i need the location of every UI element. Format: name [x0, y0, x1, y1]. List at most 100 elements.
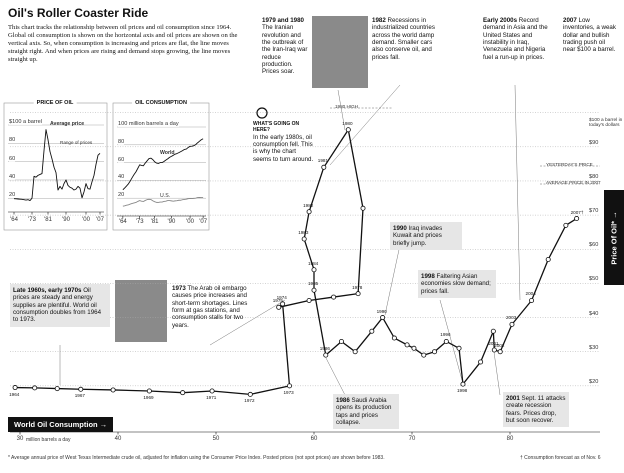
- annotation-heading: 2007: [563, 17, 577, 24]
- y-tick-label: 20: [118, 192, 125, 199]
- data-line: [122, 197, 204, 207]
- point-label: 1981: [317, 158, 329, 164]
- y-axis-tab: Price Of Oil* →: [604, 190, 624, 285]
- data-point: [280, 301, 286, 307]
- data-point: [54, 386, 60, 392]
- data-point: [456, 345, 462, 351]
- x-tick-label: '00: [82, 217, 90, 223]
- point-label: 1990: [376, 308, 387, 314]
- y-tick-label: $70: [589, 208, 599, 215]
- point-label: 1969: [143, 394, 154, 400]
- series-label: U.S.: [160, 193, 171, 199]
- data-point: [411, 345, 417, 351]
- point-label: 1986: [319, 346, 330, 352]
- annotation: Late 1960s, early 1970s Oil prices are s…: [10, 284, 110, 327]
- data-point: [404, 342, 410, 348]
- annotation-heading: 1986: [336, 397, 350, 404]
- point-label: 1982: [303, 202, 314, 208]
- leader-line: [384, 244, 401, 316]
- y-tick-label: 60: [9, 155, 16, 162]
- point-label: 1978: [352, 284, 363, 290]
- data-point: [545, 256, 551, 262]
- x-tick-label: '00: [186, 219, 194, 225]
- data-point: [360, 205, 366, 211]
- annotation-text: Iraq invades Kuwait and prices briefly j…: [393, 225, 443, 247]
- mini-title: PRICE OF OIL: [33, 100, 77, 106]
- data-point: [301, 236, 307, 242]
- page-title: Oil's Roller Coaster Ride: [8, 6, 149, 20]
- x-unit: million barrels a day: [26, 436, 71, 443]
- point-label: 1972: [244, 398, 255, 404]
- data-point: [146, 388, 152, 394]
- point-label: 1985: [308, 281, 319, 287]
- y-tick-label: $100 a barrel in today's dollars: [589, 117, 623, 128]
- x-tick-label: '07: [199, 219, 208, 225]
- data-point: [276, 304, 282, 310]
- data-point: [478, 359, 484, 365]
- x-tick-label: 80: [506, 436, 514, 442]
- data-point: [574, 216, 580, 222]
- point-label: 2004: [525, 291, 536, 297]
- point-label: 1971: [206, 394, 217, 400]
- x-tick-label: '90: [167, 219, 176, 225]
- data-point: [497, 349, 503, 355]
- annotation: 1973 The Arab oil embargo causes price i…: [172, 285, 248, 329]
- x-tick-label: 60: [310, 436, 318, 442]
- point-label: 2007†: [570, 209, 584, 215]
- x-tick-label: 40: [114, 436, 122, 442]
- point-label: 2002: [494, 342, 505, 348]
- series-label: Average price: [50, 121, 85, 127]
- y-tick-label: 60: [118, 156, 125, 163]
- point-label: 1973: [283, 389, 294, 395]
- y-axis-title: Price Of Oil* →: [609, 210, 619, 265]
- x-axis-title: World Oil Consumption →: [8, 417, 114, 432]
- x-tick-label: '64: [10, 217, 18, 223]
- annotation-text: The Iranian revolution and the outbreak …: [262, 24, 308, 76]
- data-point: [355, 291, 361, 297]
- data-point: [311, 267, 317, 273]
- annotation: 1986 Saudi Arabia opens its production t…: [333, 394, 399, 430]
- annotation-heading: 1998: [421, 273, 435, 280]
- mini-title: OIL CONSUMPTION: [132, 100, 190, 106]
- y-tick-label: $80: [589, 173, 599, 180]
- chart-annotation: 1980 HIGH: [335, 104, 358, 109]
- x-tick-label: '81: [150, 219, 159, 225]
- data-point: [32, 385, 38, 391]
- x-tick-label: '90: [62, 217, 70, 223]
- annotation: 2007 Low inventories, a weak dollar and …: [563, 17, 619, 54]
- annotation-heading: Late 1960s, early 1970s: [13, 287, 82, 294]
- series-label: World: [160, 150, 175, 156]
- data-point: [460, 381, 466, 387]
- annotation: 1990 Iraq invades Kuwait and prices brie…: [390, 222, 462, 250]
- annotation-text: Record demand in Asia and the United Sta…: [483, 17, 548, 61]
- point-label: 2003: [505, 315, 517, 321]
- x-tick-label: 50: [212, 436, 220, 442]
- data-point: [180, 390, 186, 396]
- chart-annotation: Range of prices: [60, 140, 93, 145]
- leader-line: [209, 299, 286, 346]
- point-label: 1984: [308, 260, 319, 266]
- data-point: [110, 387, 116, 393]
- y-tick-label: 40: [9, 173, 16, 180]
- data-point: [490, 328, 496, 334]
- data-point: [286, 383, 292, 389]
- data-point: [306, 297, 312, 303]
- data-point: [509, 321, 515, 327]
- data-point: [391, 335, 397, 341]
- photo: [115, 280, 167, 342]
- annotation-text: Oil prices are steady and energy supplie…: [13, 287, 102, 324]
- data-line: [122, 138, 204, 191]
- x-tick-label: '07: [96, 217, 104, 223]
- annotation: 1982 Recessions in industrialized countr…: [372, 17, 440, 61]
- leader-line: [325, 357, 346, 396]
- y-tick-label: $40: [589, 310, 599, 317]
- annotation-text: In the early 1980s, oil consumption fell…: [253, 133, 314, 163]
- chart-annotation: YESTERDAY'S PRICE: [546, 162, 593, 167]
- x-tick-label: '73: [135, 219, 144, 225]
- annotation: 2001 Sept. 11 attacks create recession f…: [503, 392, 569, 428]
- y-tick-label: $60: [589, 242, 599, 249]
- footnote: † Consumption forecast as of Nov. 6: [520, 455, 601, 461]
- annotation-heading: 1979 and 1980: [262, 17, 304, 24]
- y-tick-label: $90: [589, 139, 599, 146]
